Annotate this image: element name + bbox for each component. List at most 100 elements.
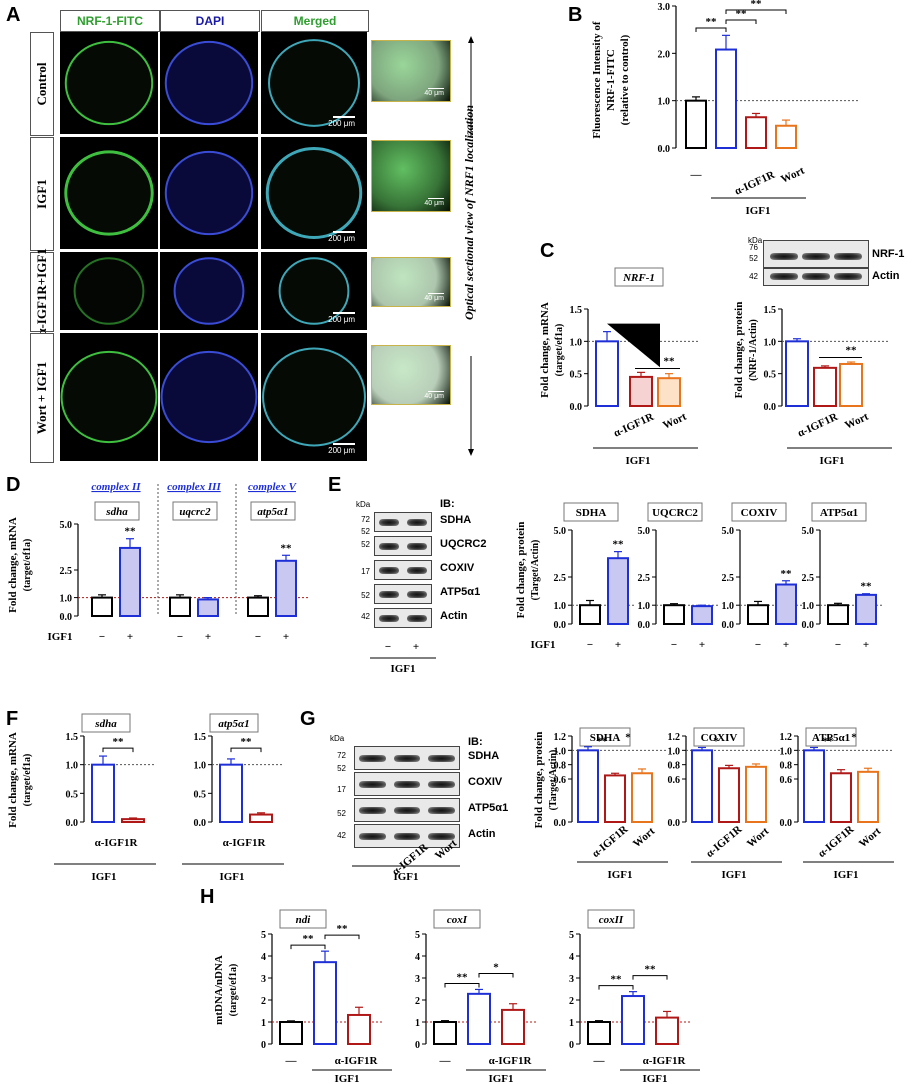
d-complex-0: complex II xyxy=(91,481,141,493)
e-title-1-box xyxy=(647,502,703,522)
blot-c-label-nrf1: NRF-1 xyxy=(872,248,905,260)
c-mrna-ytick-label: 1.5 xyxy=(570,305,583,316)
g-group-2: IGF1 xyxy=(833,869,858,881)
channel-label-merged: Merged xyxy=(261,10,369,32)
h-sig-b-1-label: * xyxy=(493,961,499,973)
g-bar-1-2 xyxy=(745,765,767,823)
g-2-ytick-label: 1.0 xyxy=(780,746,793,757)
h-2-ytick-label: 3 xyxy=(569,974,574,985)
g-group-0: IGF1 xyxy=(607,869,632,881)
blot-e-mw-4: 52 xyxy=(361,591,370,600)
g-2-ytick-label: 0.6 xyxy=(780,775,793,786)
h-group-1: IGF1 xyxy=(488,1073,513,1084)
f-group-0: IGF1 xyxy=(91,871,116,883)
f-bar-0-0 xyxy=(91,763,115,824)
c-prot-ytick-label: 1.5 xyxy=(764,305,777,316)
c-prot-sig: ** xyxy=(846,345,858,357)
h-title-2: coxII xyxy=(599,914,624,926)
panel-letter-c: C xyxy=(540,240,555,262)
blot-g-row-2 xyxy=(354,798,460,822)
f-ylabel: Fold change, mRNA xyxy=(7,732,19,828)
row-label-igf1: IGF1 xyxy=(30,137,54,251)
h-group-0: IGF1 xyxy=(334,1073,359,1084)
g-sig-0-0: ** xyxy=(597,736,609,748)
blot-e-label-1: UQCRC2 xyxy=(440,538,487,550)
h-bar-2-2 xyxy=(655,1016,679,1045)
g-group-1: IGF1 xyxy=(721,869,746,881)
blot-e-group: IGF1 xyxy=(390,663,415,675)
e-0-ytick-label: 2.5 xyxy=(554,573,567,584)
h-sig-b-2-label: ** xyxy=(645,964,657,976)
h-xlabel-0-2: — xyxy=(593,1055,606,1067)
b-bar-1 xyxy=(715,48,737,149)
d-bar-2-1 xyxy=(275,559,297,617)
f-sig-1-label: ** xyxy=(241,736,253,748)
h-xlabel-0-0: — xyxy=(285,1055,298,1067)
h-bar-1-0 xyxy=(433,1021,457,1045)
h-xlabel-0-1: — xyxy=(439,1055,452,1067)
c-prot-ytick-label: 0.5 xyxy=(764,370,777,381)
c-mrna-sig: ** xyxy=(664,355,676,367)
f-1-ytick-label: 1.0 xyxy=(194,761,207,772)
e-3-ytick-label: 1.0 xyxy=(802,601,815,612)
d-gene-2: atp5α1 xyxy=(257,506,288,518)
h-1-ytick-label: 0 xyxy=(415,1040,420,1051)
e-1-ytick-label: 0.0 xyxy=(638,620,651,631)
h-1-ytick-label: 4 xyxy=(415,952,420,963)
d-ylabel: Fold change, mRNA xyxy=(7,517,19,613)
[object Object] xyxy=(607,323,660,368)
e-lane-2-0: − xyxy=(755,639,761,651)
h-0-ytick-label: 2 xyxy=(261,996,266,1007)
e-bar-0-0 xyxy=(579,604,601,626)
blot-g-row-3 xyxy=(354,824,460,848)
f-bar-1-0 xyxy=(219,763,243,824)
b-ylabel-2: NRF-1-FITC xyxy=(605,49,617,111)
e-2-ytick-label: 2.5 xyxy=(722,573,735,584)
f-0-ytick-label: 0.0 xyxy=(66,818,79,829)
h-sig-b-0-label: ** xyxy=(337,923,349,935)
f-group-1: IGF1 xyxy=(219,871,244,883)
blot-c-mw-42: 42 xyxy=(749,272,758,281)
h-0-ytick-label: 0 xyxy=(261,1040,266,1051)
e-lane-3-1: + xyxy=(863,639,869,651)
g-bar-1-0 xyxy=(691,749,713,823)
e-0-ytick-label: 5.0 xyxy=(554,526,567,537)
f-sig-1 xyxy=(230,747,262,753)
h-title-2-box xyxy=(587,909,635,929)
blot-c-label-actin: Actin xyxy=(872,270,900,282)
g-1-ytick-label: 1.0 xyxy=(668,746,681,757)
b-sig-0 xyxy=(695,27,727,32)
panel-letter-e: E xyxy=(328,474,342,496)
e-0-ytick-label: 0.0 xyxy=(554,620,567,631)
blot-g-label-0: SDHA xyxy=(468,750,500,762)
g-bar-1-1 xyxy=(718,767,740,823)
e-bar-0-1 xyxy=(607,557,629,626)
h-sig-b-1 xyxy=(478,972,514,978)
blot-e-row-3 xyxy=(374,584,432,604)
g-1-ytick-label: 0.8 xyxy=(668,761,681,772)
blot-c-nrf1 xyxy=(763,240,869,268)
micrograph-r2-c0 xyxy=(60,252,158,330)
g-title-2: ATP5α1 xyxy=(812,732,850,744)
c-prot-ylabel: Fold change, protein xyxy=(733,302,745,399)
e-row-label: IGF1 xyxy=(530,639,555,651)
g-ylabel2: (Target/Actin) xyxy=(548,750,559,811)
blot-e-row-4 xyxy=(374,608,432,628)
c-mrna-ytick-label: 1.0 xyxy=(570,337,583,348)
e-bar-1-1 xyxy=(691,605,713,626)
micrograph-r2-c1 xyxy=(160,252,258,330)
d-gene-1: uqcrc2 xyxy=(179,506,211,518)
e-sig-3: ** xyxy=(861,581,873,593)
blot-g-mw-1: 52 xyxy=(337,764,346,773)
g-xlabel-2-2: Wort xyxy=(857,825,884,850)
c-mrna-title-box xyxy=(614,267,664,287)
d-gene-2-box xyxy=(250,501,296,521)
f-title-1-box xyxy=(209,713,259,733)
b-sig-1 xyxy=(725,19,757,24)
e-title-0: SDHA xyxy=(576,507,607,519)
e-1-ytick-label: 1.0 xyxy=(638,601,651,612)
h-sig-a-0 xyxy=(290,944,326,950)
row-label-control: Control xyxy=(30,32,54,136)
c-prot-group: IGF1 xyxy=(819,455,844,467)
d-gene-0-box xyxy=(94,501,140,521)
